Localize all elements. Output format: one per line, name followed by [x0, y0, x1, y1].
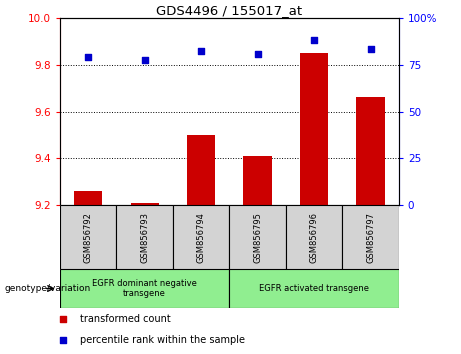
Text: percentile rank within the sample: percentile rank within the sample: [80, 335, 245, 345]
Bar: [300, 53, 328, 205]
Bar: [286, 205, 342, 269]
Bar: [243, 156, 272, 205]
Bar: [342, 205, 399, 269]
Point: [254, 51, 261, 57]
Bar: [173, 205, 229, 269]
Point: [141, 57, 148, 63]
Point: [197, 48, 205, 54]
Bar: [60, 205, 116, 269]
Text: GSM856795: GSM856795: [253, 212, 262, 263]
Bar: [229, 205, 286, 269]
Text: genotype/variation: genotype/variation: [5, 284, 91, 293]
Text: GSM856797: GSM856797: [366, 212, 375, 263]
Point: [367, 46, 374, 51]
Text: transformed count: transformed count: [80, 314, 171, 325]
Bar: [60, 269, 229, 308]
Text: GSM856794: GSM856794: [196, 212, 206, 263]
Title: GDS4496 / 155017_at: GDS4496 / 155017_at: [156, 4, 302, 17]
Bar: [116, 205, 173, 269]
Point: [59, 337, 67, 343]
Point: [310, 38, 318, 43]
Bar: [74, 191, 102, 205]
Text: GSM856792: GSM856792: [83, 212, 93, 263]
Text: EGFR dominant negative
transgene: EGFR dominant negative transgene: [92, 279, 197, 298]
Bar: [356, 97, 384, 205]
Bar: [229, 269, 399, 308]
Text: GSM856793: GSM856793: [140, 212, 149, 263]
Bar: [187, 135, 215, 205]
Text: GSM856796: GSM856796: [309, 212, 319, 263]
Point: [59, 316, 67, 322]
Bar: [130, 203, 159, 205]
Text: EGFR activated transgene: EGFR activated transgene: [259, 284, 369, 293]
Point: [84, 54, 92, 60]
